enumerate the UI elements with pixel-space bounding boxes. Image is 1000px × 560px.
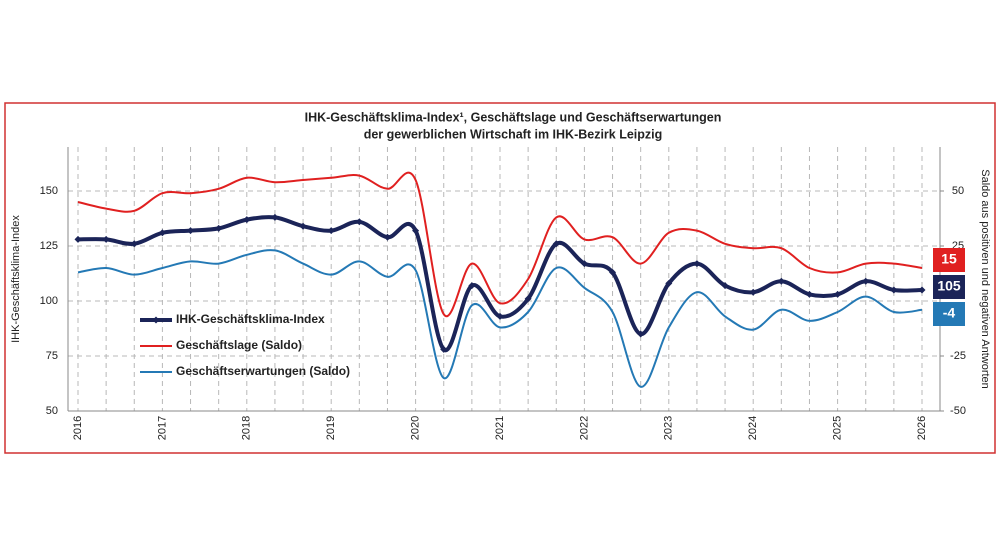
marker [890, 286, 898, 294]
y-tick-label: 75 [46, 350, 58, 362]
y2-tick-label: -25 [950, 350, 966, 362]
x-tick-label: 2018 [241, 416, 253, 440]
y2-tick-label: 50 [952, 185, 964, 197]
x-tick-label: 2017 [156, 416, 168, 440]
legend-marker [152, 316, 160, 324]
y-axis-label: IHK-Geschäftsklima-Index [10, 215, 22, 343]
end-label: 15 [941, 251, 957, 267]
legend-label: Geschäftserwartungen (Saldo) [176, 364, 350, 378]
y2-axis-label: Saldo aus positiven und negativen Antwor… [979, 169, 991, 389]
marker [552, 240, 560, 248]
marker [383, 233, 391, 241]
y-tick-label: 125 [40, 240, 58, 252]
marker [918, 286, 926, 294]
chart-title: IHK-Geschäftsklima-Index¹, Geschäftslage… [305, 110, 722, 124]
y-tick-label: 50 [46, 405, 58, 417]
marker [693, 260, 701, 268]
marker [805, 290, 813, 298]
x-tick-label: 2025 [832, 416, 844, 440]
end-label-box [933, 275, 965, 299]
marker [327, 227, 335, 235]
marker [440, 345, 448, 353]
x-tick-label: 2021 [494, 416, 506, 440]
marker [187, 227, 195, 235]
chart-title: der gewerblichen Wirtschaft im IHK-Bezir… [364, 127, 663, 141]
end-label-box [933, 248, 965, 272]
x-tick-label: 2023 [663, 416, 675, 440]
x-tick-label: 2024 [747, 416, 759, 440]
marker [102, 235, 110, 243]
end-label: -4 [943, 305, 956, 321]
marker [158, 229, 166, 237]
marker [749, 288, 757, 296]
marker [496, 312, 504, 320]
y-tick-label: 150 [40, 185, 58, 197]
marker [637, 330, 645, 338]
legend-label: Geschäftslage (Saldo) [176, 338, 302, 352]
y2-tick-label: -50 [950, 405, 966, 417]
x-tick-label: 2026 [916, 416, 928, 440]
y-tick-label: 100 [40, 295, 58, 307]
marker [355, 218, 363, 226]
marker [468, 282, 476, 290]
x-tick-label: 2022 [578, 416, 590, 440]
legend-label: IHK-Geschäftsklima-Index [176, 312, 325, 326]
marker [609, 268, 617, 276]
series-line [77, 171, 923, 318]
marker [777, 277, 785, 285]
marker [74, 235, 82, 243]
marker [130, 240, 138, 248]
marker [665, 279, 673, 287]
marker [243, 216, 251, 224]
marker [271, 213, 279, 221]
marker [524, 295, 532, 303]
marker [299, 222, 307, 230]
x-tick-label: 2020 [410, 416, 422, 440]
marker [862, 277, 870, 285]
x-tick-label: 2016 [72, 416, 84, 440]
x-tick-label: 2019 [325, 416, 337, 440]
series-line [77, 249, 923, 388]
marker [215, 224, 223, 232]
marker [721, 282, 729, 290]
marker [834, 290, 842, 298]
marker [412, 227, 420, 235]
marker [580, 260, 588, 268]
end-label-box [933, 302, 965, 326]
end-label: 105 [937, 278, 961, 294]
